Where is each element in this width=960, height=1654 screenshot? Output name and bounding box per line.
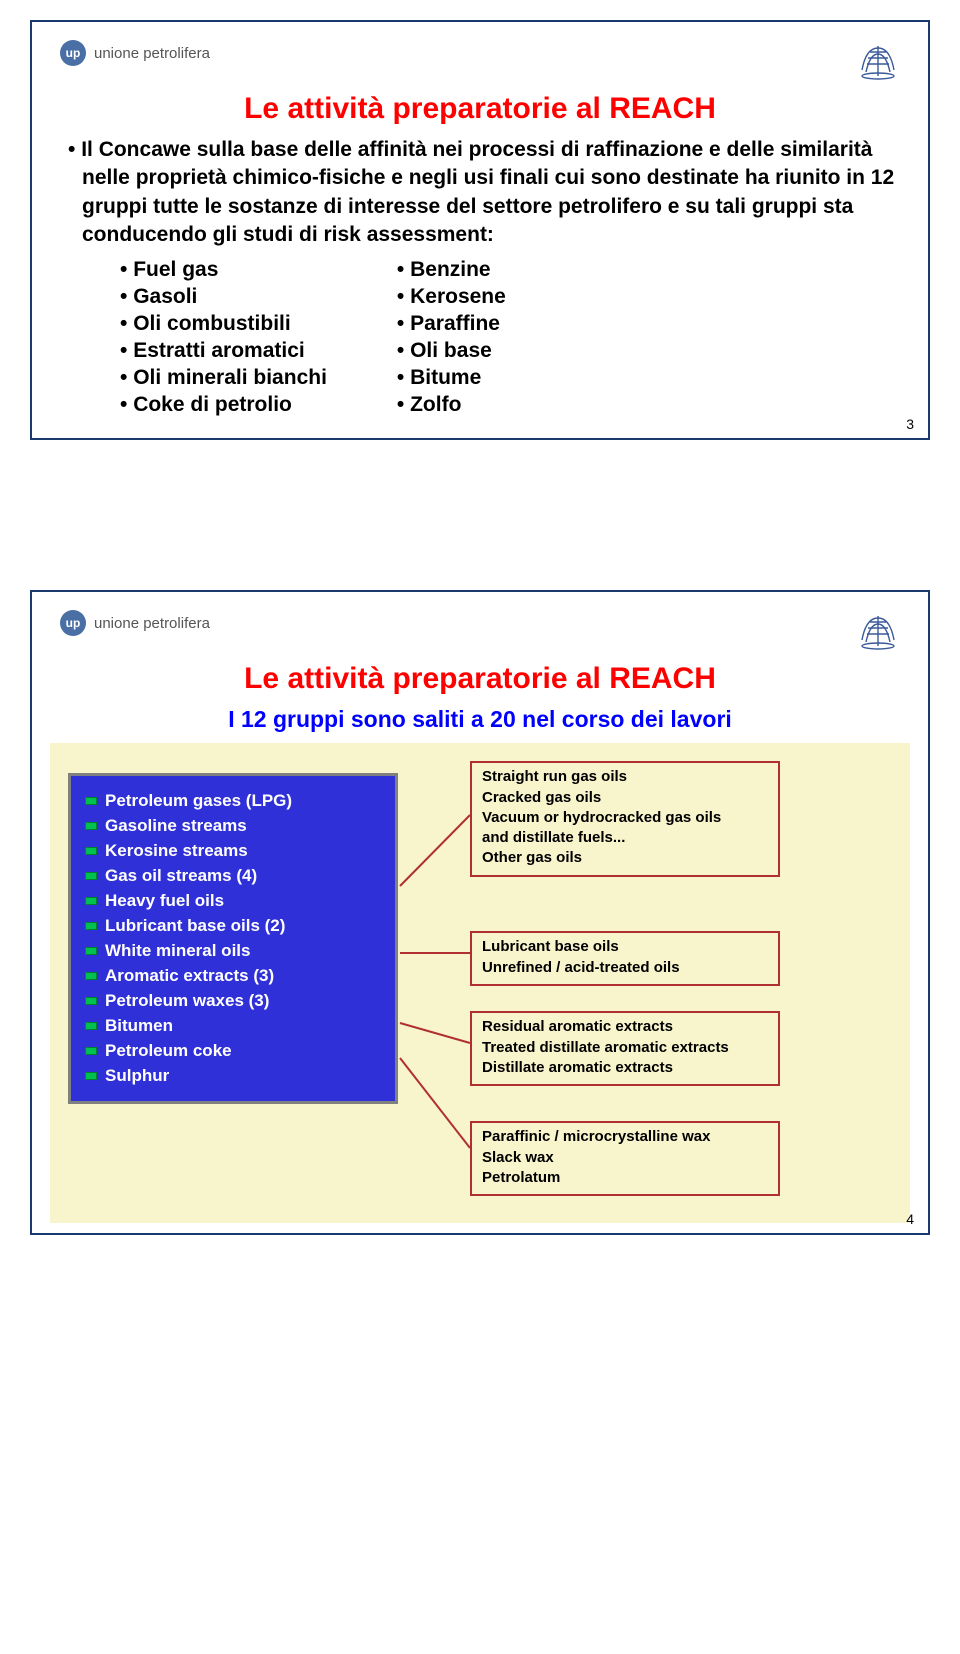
detail-line: Treated distillate aromatic extracts <box>482 1038 768 1058</box>
detail-line: Unrefined / acid-treated oils <box>482 958 768 978</box>
group-label: Heavy fuel oils <box>105 891 224 911</box>
slide-title: Le attività preparatorie al REACH <box>60 662 900 696</box>
detail-box-lubricant: Lubricant base oils Unrefined / acid-tre… <box>470 931 780 986</box>
group-label: Petroleum coke <box>105 1041 232 1061</box>
check-icon <box>85 995 97 1007</box>
group-label: White mineral oils <box>105 941 250 961</box>
check-icon <box>85 895 97 907</box>
detail-box-wax: Paraffinic / microcrystalline wax Slack … <box>470 1121 780 1196</box>
detail-box-gasoils: Straight run gas oils Cracked gas oils V… <box>470 761 780 876</box>
list-item: Bitume <box>397 366 506 390</box>
body-paragraph: Il Concawe sulla base delle affinità nei… <box>82 136 900 249</box>
check-icon <box>85 795 97 807</box>
logo-text: unione petrolifera <box>94 45 210 62</box>
check-icon <box>85 845 97 857</box>
group-row: Petroleum coke <box>85 1041 381 1061</box>
detail-line: Other gas oils <box>482 848 768 868</box>
confindustria-icon <box>856 40 900 84</box>
slide-header: up unione petrolifera <box>60 40 900 84</box>
up-badge-icon: up <box>60 40 86 66</box>
group-label: Petroleum waxes (3) <box>105 991 269 1011</box>
group-row: Gasoline streams <box>85 816 381 836</box>
groups-box: Petroleum gases (LPG) Gasoline streams K… <box>68 773 398 1104</box>
confindustria-icon <box>856 610 900 654</box>
list-item: Oli combustibili <box>120 312 327 336</box>
list-item: Oli base <box>397 339 506 363</box>
logo-left: up unione petrolifera <box>60 610 210 636</box>
group-row: Petroleum waxes (3) <box>85 991 381 1011</box>
group-row: Lubricant base oils (2) <box>85 916 381 936</box>
check-icon <box>85 920 97 932</box>
group-row: White mineral oils <box>85 941 381 961</box>
list-item: Fuel gas <box>120 258 327 282</box>
list-item: Zolfo <box>397 393 506 417</box>
slide-header: up unione petrolifera <box>60 610 900 654</box>
detail-line: Slack wax <box>482 1148 768 1168</box>
check-icon <box>85 945 97 957</box>
list-item: Oli minerali bianchi <box>120 366 327 390</box>
slide-2: up unione petrolifera Le attività prepar… <box>30 590 930 1235</box>
logo-left: up unione petrolifera <box>60 40 210 66</box>
group-row: Aromatic extracts (3) <box>85 966 381 986</box>
logo-text: unione petrolifera <box>94 615 210 632</box>
check-icon <box>85 820 97 832</box>
group-row: Gas oil streams (4) <box>85 866 381 886</box>
list-item: Estratti aromatici <box>120 339 327 363</box>
list-item: Benzine <box>397 258 506 282</box>
list-item: Gasoli <box>120 285 327 309</box>
diagram: Petroleum gases (LPG) Gasoline streams K… <box>50 743 910 1223</box>
right-column: Benzine Kerosene Paraffine Oli base Bitu… <box>397 255 506 420</box>
detail-line: Petrolatum <box>482 1168 768 1188</box>
list-columns: Fuel gas Gasoli Oli combustibili Estratt… <box>120 255 900 420</box>
list-item: Paraffine <box>397 312 506 336</box>
group-label: Petroleum gases (LPG) <box>105 791 292 811</box>
detail-line: Distillate aromatic extracts <box>482 1058 768 1078</box>
slide-1: up unione petrolifera Le attività prepar… <box>30 20 930 440</box>
check-icon <box>85 870 97 882</box>
slide-title: Le attività preparatorie al REACH <box>60 92 900 126</box>
detail-box-aromatic: Residual aromatic extracts Treated disti… <box>470 1011 780 1086</box>
detail-line: Straight run gas oils <box>482 767 768 787</box>
check-icon <box>85 1020 97 1032</box>
detail-line: Residual aromatic extracts <box>482 1017 768 1037</box>
group-label: Kerosine streams <box>105 841 248 861</box>
up-badge-icon: up <box>60 610 86 636</box>
group-row: Petroleum gases (LPG) <box>85 791 381 811</box>
group-label: Lubricant base oils (2) <box>105 916 285 936</box>
page-number: 3 <box>906 416 914 432</box>
group-label: Bitumen <box>105 1016 173 1036</box>
list-item: Coke di petrolio <box>120 393 327 417</box>
page-number: 4 <box>906 1211 914 1227</box>
list-item: Kerosene <box>397 285 506 309</box>
left-column: Fuel gas Gasoli Oli combustibili Estratt… <box>120 255 327 420</box>
group-row: Bitumen <box>85 1016 381 1036</box>
group-label: Aromatic extracts (3) <box>105 966 274 986</box>
check-icon <box>85 1045 97 1057</box>
detail-line: and distillate fuels... <box>482 828 768 848</box>
detail-line: Cracked gas oils <box>482 788 768 808</box>
group-row: Sulphur <box>85 1066 381 1086</box>
detail-line: Paraffinic / microcrystalline wax <box>482 1127 768 1147</box>
group-label: Sulphur <box>105 1066 169 1086</box>
group-row: Heavy fuel oils <box>85 891 381 911</box>
detail-line: Vacuum or hydrocracked gas oils <box>482 808 768 828</box>
check-icon <box>85 1070 97 1082</box>
slide-subtitle: I 12 gruppi sono saliti a 20 nel corso d… <box>60 706 900 733</box>
check-icon <box>85 970 97 982</box>
group-row: Kerosine streams <box>85 841 381 861</box>
group-label: Gasoline streams <box>105 816 247 836</box>
detail-line: Lubricant base oils <box>482 937 768 957</box>
group-label: Gas oil streams (4) <box>105 866 257 886</box>
